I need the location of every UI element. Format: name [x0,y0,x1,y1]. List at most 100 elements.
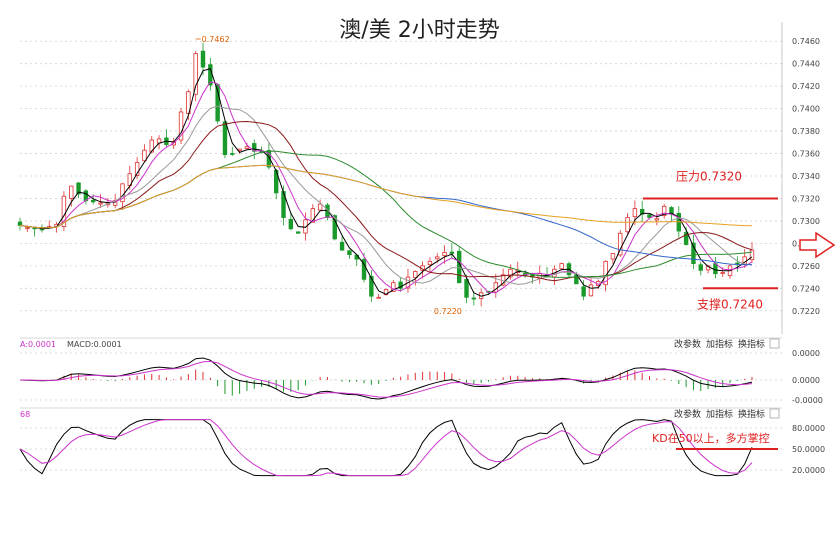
y-tick-label: 0.7360 [792,150,820,159]
candle-body [266,150,272,168]
candle-body [178,111,184,141]
y-tick-label: 50.0000 [792,445,825,454]
candle-body [347,250,352,256]
candle-body [618,232,623,256]
y-tick-label: 0.7420 [792,82,820,91]
y-tick-label: 0.0000 [792,349,820,358]
candle-body [610,253,616,260]
ma-line-ma20 [19,105,753,285]
y-tick-label: 0.7340 [792,172,820,181]
resistance-label: 压力0.7320 [676,169,742,183]
y-tick-label: 0.7260 [792,262,820,271]
y-tick-label: 0.7400 [792,105,820,114]
candle-body [369,276,374,297]
candle-body [508,268,513,278]
ma-line-ma5 [19,67,753,297]
kdj-button: 改参数 [674,408,701,420]
candle-body [193,53,198,95]
y-tick-label: 80.0000 [792,424,825,433]
macd-dea-line [19,360,753,398]
candle-body [625,217,630,233]
ma-line-ma250 [19,164,753,229]
candle-body [391,282,396,292]
close-icon [769,408,780,419]
candle-body [288,218,294,230]
macd-button: 换指标 [738,338,765,350]
candle-body [310,208,315,223]
candle-body [749,249,755,261]
macd-button: 改参数 [674,338,701,350]
kd-annotation: KD在50以上，多方掌控 [652,431,770,445]
candle-body [244,146,250,149]
low-label: 0.7220 [434,307,462,316]
candle-body [559,263,564,270]
y-tick-label: 0.7460 [792,37,820,46]
candle-body [134,162,140,176]
candle-body [683,232,689,245]
kdj-button: 换指标 [738,408,765,420]
candle-body [398,281,403,289]
candle-body [91,199,96,203]
candle-body [76,182,81,195]
y-tick-label: -0.0000 [792,396,823,405]
candle-body [303,219,308,234]
candle-body [361,259,367,280]
y-tick-label: 0.7300 [792,217,820,226]
macd-header-2: MACD:0.0001 [67,340,122,349]
candle-body [25,227,30,230]
candle-body [654,218,660,221]
candle-body [632,208,638,218]
y-tick-label: 0.7440 [792,60,820,69]
candle-body [456,250,462,284]
macd-button: 加指标 [706,338,733,350]
candle-body [647,214,652,218]
high-label: 0.7462 [202,35,230,44]
y-tick-label: 20.0000 [792,466,825,475]
y-tick-label: 0.7380 [792,127,820,136]
candle-body [98,202,103,205]
support-label: 支撑0.7240 [697,296,763,311]
candle-body [449,251,455,254]
ma-line-ma10 [19,81,753,294]
candle-body [149,139,154,153]
candle-body [69,185,74,199]
macd-header: A:0.0001 [20,340,56,349]
candle-body [661,205,667,216]
y-tick-label: 0.7240 [792,284,820,293]
trend-arrow-icon [799,231,836,259]
candle-body [317,203,323,211]
macd-dif-line [19,357,753,400]
kdj-button: 加指标 [706,408,733,420]
candle-body [295,231,301,234]
candle-body [413,271,418,279]
candle-body [222,121,228,156]
candle-body [640,208,645,215]
candle-body [142,149,147,162]
candle-body [735,262,740,265]
candle-body [200,50,206,68]
candle-body [332,215,337,240]
candle-body [17,221,23,226]
candle-body [720,272,725,274]
candle-body [435,256,440,260]
candle-body [698,264,703,271]
ma-line-ma30 [19,120,753,282]
candle-body [376,296,381,299]
candle-body [230,153,235,155]
candle-body [339,241,345,251]
candle-body [464,279,469,298]
y-tick-label: 0.0000 [792,376,820,385]
kdj-header: 68 [20,410,30,419]
candle-body [588,284,594,297]
candle-body [427,260,433,266]
candle-body [442,251,447,256]
y-tick-label: 0.7320 [792,194,820,203]
y-tick-label: 0.7220 [792,307,820,316]
close-icon [769,338,780,349]
candle-body [471,297,477,300]
candle-body [581,286,586,297]
candle-body [691,242,696,265]
chart-title: 澳/美 2小时走势 [339,18,500,43]
